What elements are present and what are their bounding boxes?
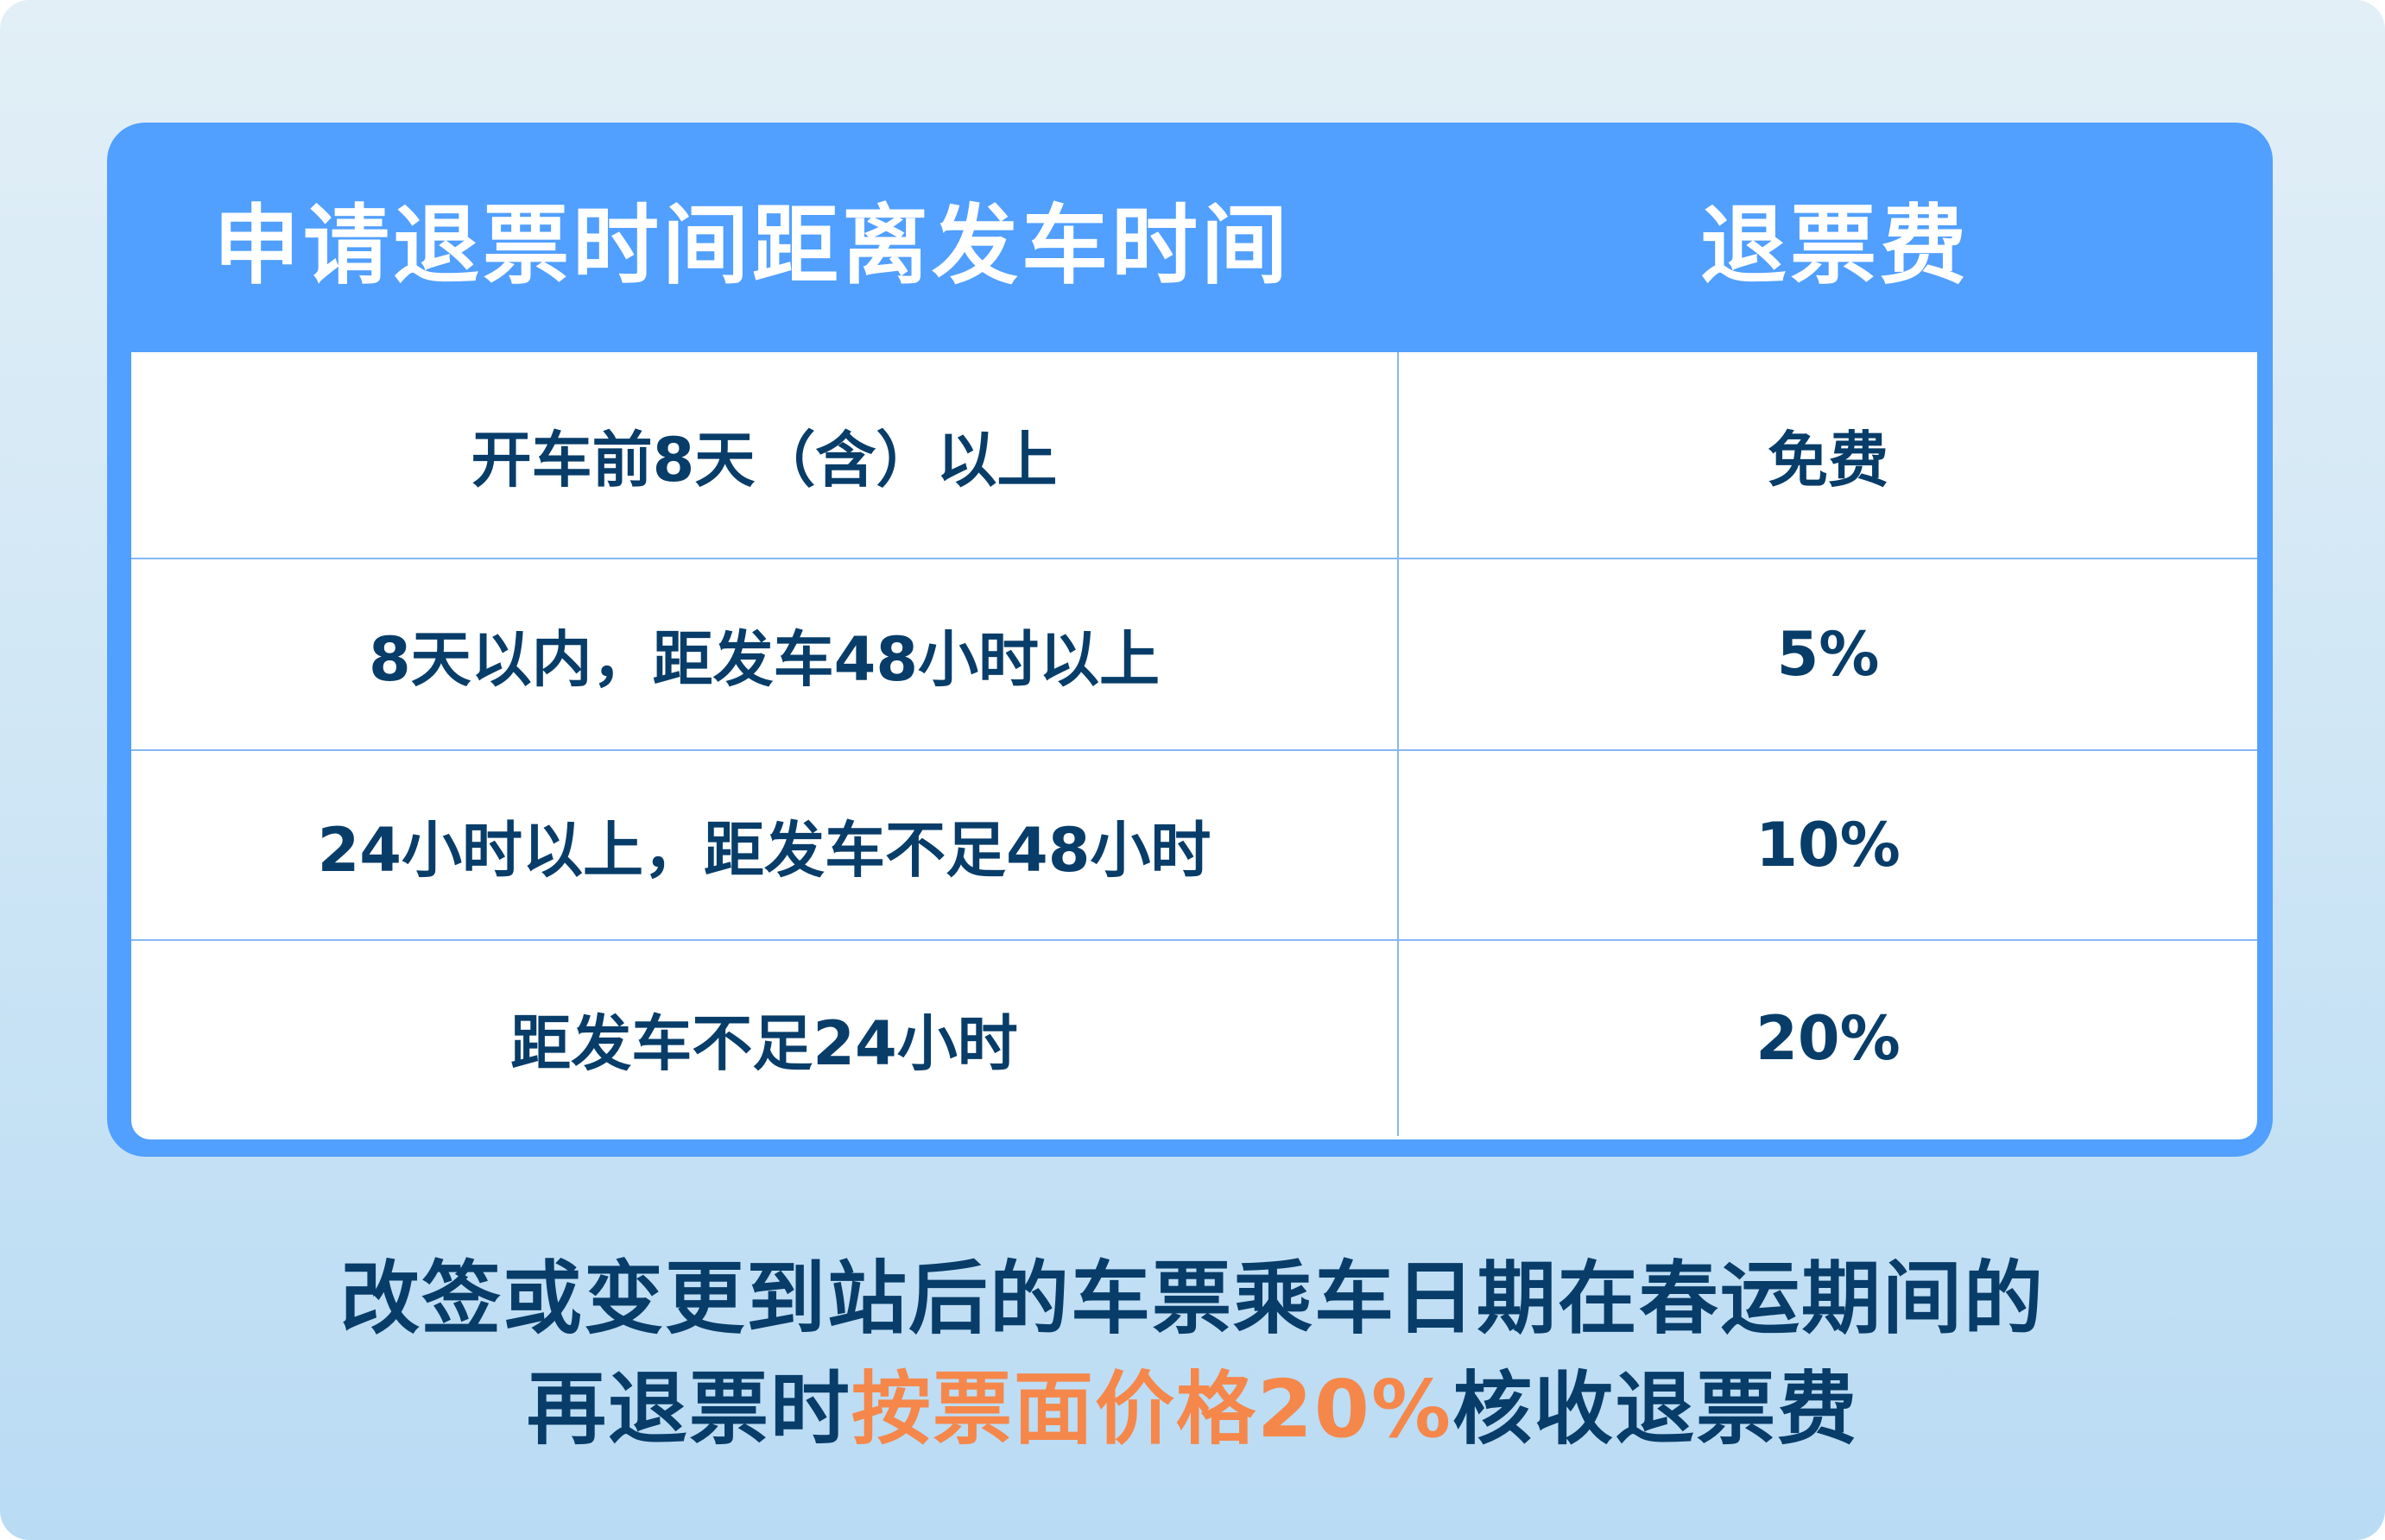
table-row: 开车前8天（含）以上 免费 [131, 352, 2257, 559]
note-text: 核收退票费 [1452, 1363, 1859, 1455]
time-cell: 8天以内，距发车48小时以上 [131, 559, 1399, 749]
table-body: 开车前8天（含）以上 免费 8天以内，距发车48小时以上 5% 24小时以上，距… [131, 352, 2257, 1139]
table-row: 距发车不足24小时 20% [131, 941, 2257, 1136]
note-highlight: 按票面价格20% [851, 1363, 1453, 1455]
table-row: 24小时以上，距发车不足48小时 10% [131, 751, 2257, 941]
note-line-2: 再退票时按票面价格20%核收退票费 [0, 1345, 2385, 1460]
fee-cell: 5% [1776, 619, 1880, 690]
fee-cell: 20% [1756, 1003, 1901, 1074]
time-cell: 距发车不足24小时 [131, 941, 1399, 1136]
time-cell: 开车前8天（含）以上 [131, 352, 1399, 558]
table-row: 8天以内，距发车48小时以上 5% [131, 559, 2257, 751]
table-header: 申请退票时间距离发车时间 退票费 [107, 123, 2273, 352]
note-text: 再退票时 [526, 1363, 851, 1455]
time-cell: 24小时以上，距发车不足48小时 [131, 751, 1399, 939]
fee-cell: 免费 [1768, 424, 1888, 495]
refund-fee-table: 申请退票时间距离发车时间 退票费 开车前8天（含）以上 免费 8天以内，距发车4… [107, 123, 2273, 1157]
header-fee: 退票费 [1700, 194, 1970, 296]
header-time: 申请退票时间距离发车时间 [213, 194, 1291, 296]
fee-cell: 10% [1756, 810, 1901, 880]
note-line-1: 改签或变更到站后的车票乘车日期在春运期间的 [339, 1253, 2045, 1345]
